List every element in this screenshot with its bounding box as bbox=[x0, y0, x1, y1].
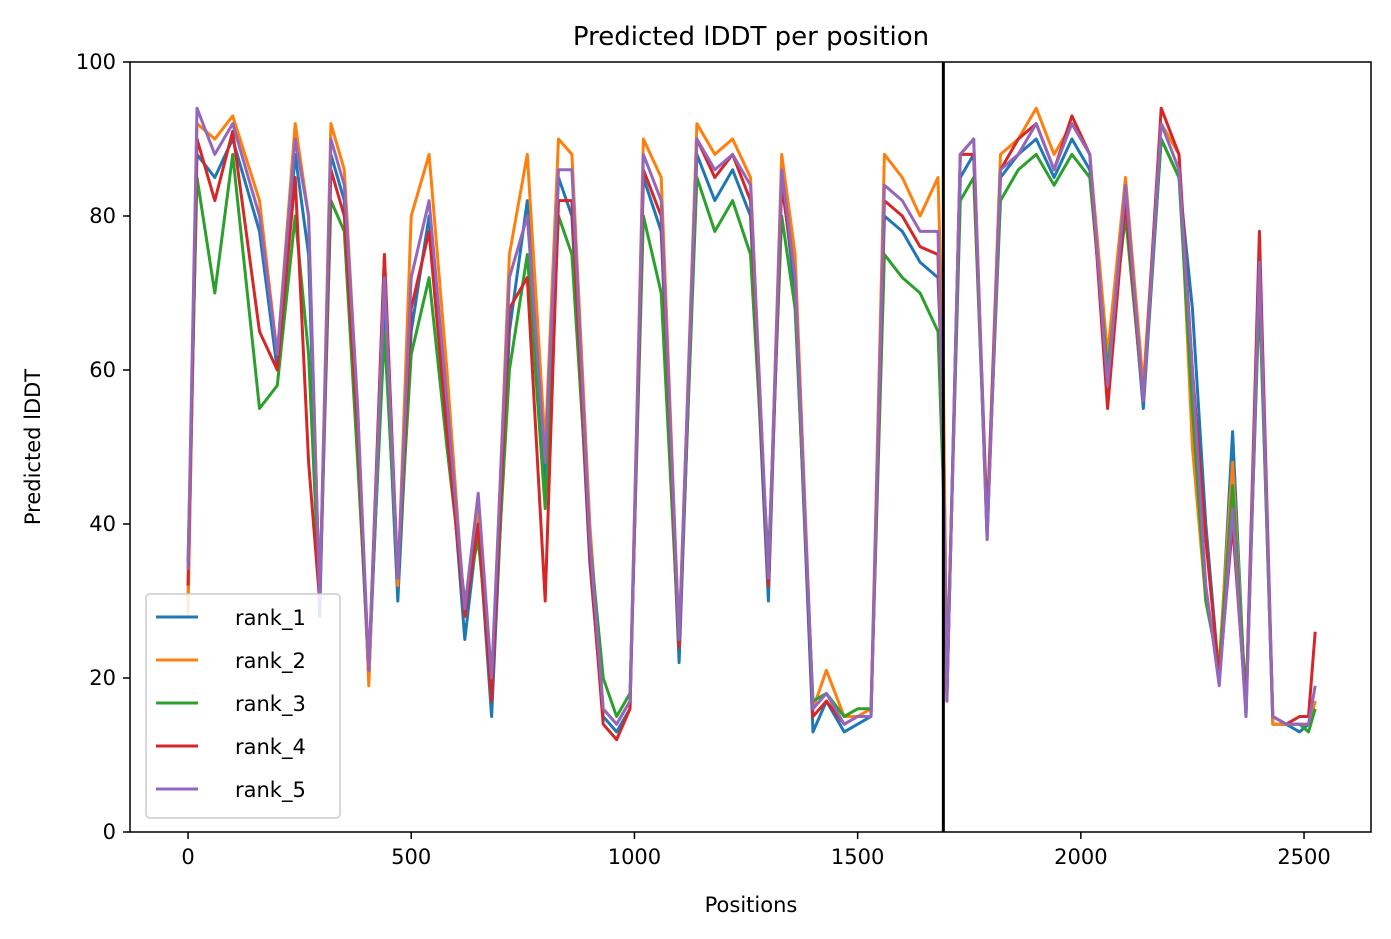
legend: rank_1 rank_2 rank_3 rank_4 rank_5 bbox=[145, 593, 341, 819]
legend-label: rank_2 bbox=[235, 649, 306, 674]
legend-label: rank_5 bbox=[235, 778, 306, 803]
x-tick-label: 2500 bbox=[1277, 845, 1330, 869]
x-axis-ticks: 0 500 1000 1500 2000 2500 bbox=[181, 832, 1331, 869]
series-group bbox=[186, 106, 1317, 742]
y-axis-label: Predicted lDDT bbox=[21, 369, 45, 525]
y-tick-label: 80 bbox=[89, 204, 116, 228]
y-axis-ticks: 0 20 40 60 80 100 bbox=[76, 50, 130, 844]
y-tick-label: 40 bbox=[89, 512, 116, 536]
y-tick-label: 60 bbox=[89, 358, 116, 382]
x-tick-label: 0 bbox=[181, 845, 194, 869]
x-tick-label: 1000 bbox=[608, 845, 661, 869]
chart-title: Predicted lDDT per position bbox=[573, 22, 929, 52]
x-tick-label: 500 bbox=[391, 845, 431, 869]
legend-box bbox=[145, 593, 341, 819]
x-axis-label: Positions bbox=[705, 893, 798, 917]
x-tick-label: 2000 bbox=[1054, 845, 1107, 869]
legend-label: rank_3 bbox=[235, 692, 306, 717]
y-tick-label: 100 bbox=[76, 50, 116, 74]
y-tick-label: 0 bbox=[103, 820, 116, 844]
legend-label: rank_1 bbox=[235, 606, 306, 631]
plot-frame bbox=[129, 61, 1372, 833]
x-tick-label: 1500 bbox=[831, 845, 884, 869]
legend-label: rank_4 bbox=[235, 735, 306, 760]
y-tick-label: 20 bbox=[89, 666, 116, 690]
series-line-rank-5 bbox=[186, 106, 1317, 726]
